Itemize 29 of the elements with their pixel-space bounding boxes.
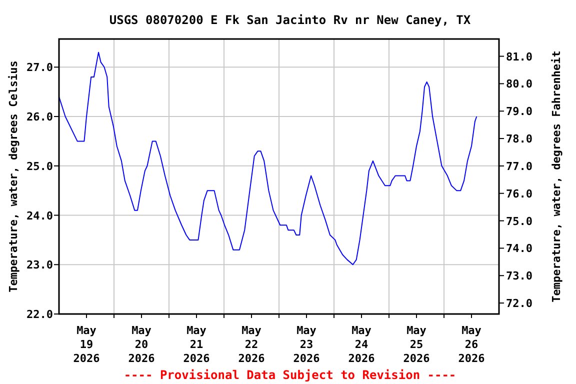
y2-tick-label: 78.0 (506, 132, 532, 146)
y2-tick-label: 73.0 (506, 270, 532, 283)
y-tick-label: 25.0 (26, 160, 53, 173)
y-tick-label: 22.0 (26, 308, 53, 321)
x-tick-label: May 25 2026 (403, 324, 430, 365)
y-tick-label: 27.0 (26, 61, 53, 74)
y2-tick-label: 74.0 (506, 242, 532, 256)
y2-tick-label: 76.0 (506, 187, 532, 200)
y-tick-label: 26.0 (26, 110, 53, 124)
x-tick-label: May 26 2026 (458, 324, 486, 365)
y-axis-title: Temperature, water, degrees Celsius (7, 60, 20, 292)
y2-tick-label: 72.0 (506, 297, 532, 310)
y2-tick-label: 75.0 (506, 214, 532, 228)
x-tick-label: May 19 2026 (73, 324, 100, 365)
y2-tick-label: 79.0 (506, 105, 532, 118)
chart-title: USGS 08070200 E Fk San Jacinto Rv nr New Caney, TX (109, 13, 472, 27)
y-tick-label: 23.0 (26, 258, 53, 272)
y2-axis-title: Temperature, water, degrees Fahrenheit (550, 50, 563, 302)
text: ---- Provisional Data Subject to Revision ---- (124, 368, 456, 382)
y2-tick-label: 81.0 (506, 50, 532, 64)
x-tick-label: May 21 2026 (183, 324, 210, 365)
y2-tick-label: 80.0 (506, 78, 532, 91)
x-tick-label: May 22 2026 (238, 324, 266, 365)
y-tick-label: 24.0 (26, 209, 53, 222)
line-series (58, 52, 478, 266)
x-tick-label: May 20 2026 (128, 324, 156, 365)
x-tick-label: May 23 2026 (293, 324, 320, 365)
x-tick-label: May 24 2026 (348, 324, 376, 365)
y2-tick-label: 77.0 (506, 160, 532, 173)
